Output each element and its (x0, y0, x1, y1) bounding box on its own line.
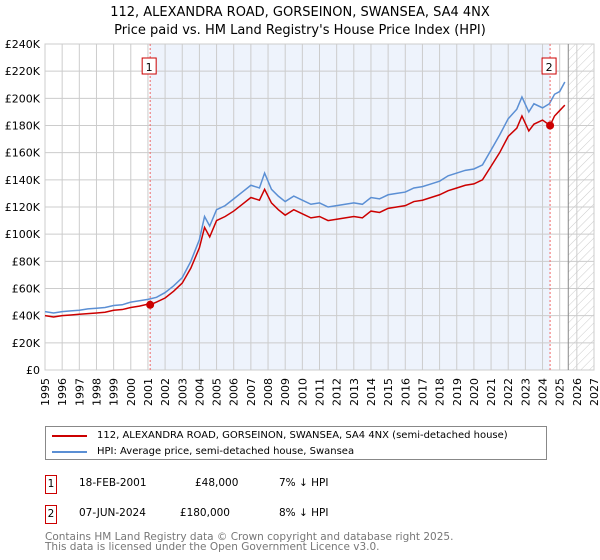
transaction-hpi: 7% ↓ HPI (279, 477, 329, 489)
x-tick-label: 2002 (159, 378, 172, 406)
x-tick-label: 2020 (468, 378, 481, 406)
hpi-series-line (44, 81, 566, 314)
x-tick-label: 2006 (228, 378, 241, 406)
transaction-price: £48,000 (195, 477, 239, 489)
plot-border (44, 43, 595, 371)
marker-badge: 2 (45, 505, 57, 524)
y-tick-label: £20K (12, 337, 41, 350)
footer-line: This data is licensed under the Open Gov… (45, 541, 380, 553)
x-tick-label: 2026 (571, 378, 584, 406)
x-tick-label: 2004 (193, 378, 206, 406)
legend: 112, ALEXANDRA ROAD, GORSEINON, SWANSEA,… (45, 426, 547, 460)
x-tick-label: 2023 (519, 378, 532, 406)
footer: Contains HM Land Registry data © Crown c… (45, 531, 454, 553)
x-tick-label: 2016 (399, 378, 412, 406)
x-tick-label: 2027 (588, 378, 600, 406)
x-tick-label: 2021 (485, 378, 498, 406)
x-tick-label: 2000 (125, 378, 138, 406)
x-tick-label: 1995 (39, 378, 52, 406)
y-tick-label: £40K (12, 310, 41, 323)
x-tick-label: 2010 (296, 378, 309, 406)
y-tick-label: £0 (26, 364, 40, 377)
x-tick-label: 2009 (279, 378, 292, 406)
transaction-hpi: 8% ↓ HPI (279, 507, 329, 519)
y-tick-label: £160K (5, 147, 41, 160)
chart-title: 112, ALEXANDRA ROAD, GORSEINON, SWANSEA,… (0, 4, 600, 40)
x-tick-label: 1997 (73, 378, 86, 406)
price-chart: 1995 1996 1997 1998 1999 2000 2001 2002 2003 2004… (5, 38, 600, 406)
subtitle-line: Price paid vs. HM Land Registry's House … (114, 23, 486, 38)
x-tick-label: 2017 (416, 378, 429, 406)
legend-blue-line (52, 450, 87, 453)
title-line: 112, ALEXANDRA ROAD, GORSEINON, SWANSEA,… (110, 5, 490, 20)
y-tick-label: £60K (12, 283, 41, 296)
x-tick-label: 2022 (502, 378, 515, 406)
x-tick-label: 2008 (262, 378, 275, 406)
x-tick-label: 2011 (314, 378, 327, 406)
x-tick-label: 2014 (365, 378, 378, 406)
x-tick-label: 2005 (211, 378, 224, 406)
transaction-date: 07-JUN-2024 (79, 507, 146, 519)
annotation-label: 2 (546, 61, 553, 74)
transaction-date: 18-FEB-2001 (79, 477, 147, 489)
x-tick-label: 2013 (348, 378, 361, 406)
x-tick-label: 1998 (90, 378, 103, 406)
y-tick-label: £140K (5, 174, 41, 187)
x-tick-label: 2003 (176, 378, 189, 406)
transaction-price: £180,000 (179, 507, 230, 519)
x-tick-label: 2001 (142, 378, 155, 406)
sale-point (546, 121, 555, 130)
x-tick-label: 2019 (451, 378, 464, 406)
x-tick-label: 2025 (554, 378, 567, 406)
y-tick-label: £240K (5, 38, 41, 51)
y-tick-label: £120K (5, 201, 41, 214)
y-tick-label: £180K (5, 120, 41, 133)
y-tick-label: £80K (12, 255, 41, 268)
property-series-line (44, 104, 566, 318)
annotation-box (141, 57, 157, 75)
legend-label-hpi: HPI: Average price, semi-detached house,… (97, 446, 355, 457)
footer-line: Contains HM Land Registry data © Crown c… (45, 531, 454, 543)
y-tick-label: £100K (5, 228, 41, 241)
y-tick-label: £200K (5, 92, 41, 105)
x-tick-label: 2012 (331, 378, 344, 406)
y-tick-label: £220K (5, 65, 41, 78)
x-tick-label: 2024 (537, 378, 550, 406)
x-tick-label: 2018 (434, 378, 447, 406)
sale-point (146, 300, 155, 309)
legend-label-property: 112, ALEXANDRA ROAD, GORSEINON, SWANSEA,… (97, 430, 508, 441)
legend-red-line (52, 434, 87, 437)
x-tick-label: 2007 (245, 378, 258, 406)
x-tick-label: 1999 (108, 378, 121, 406)
x-tick-label: 2015 (382, 378, 395, 406)
annotation-label: 1 (146, 61, 153, 74)
marker-badge: 1 (45, 475, 57, 494)
annotation-box (541, 57, 557, 75)
x-tick-label: 1996 (56, 378, 69, 406)
